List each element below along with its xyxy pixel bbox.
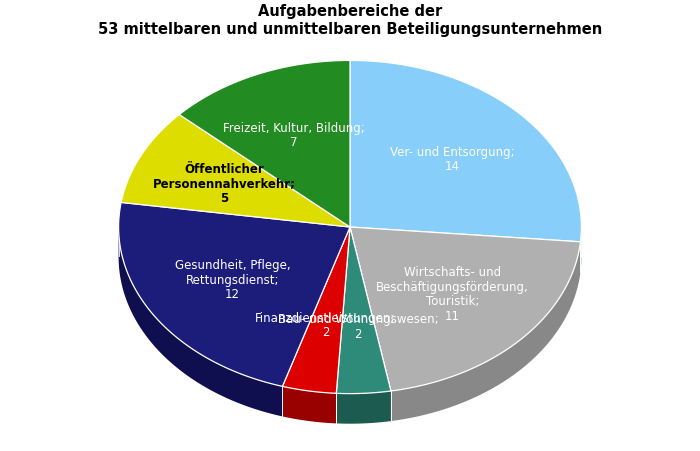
Polygon shape — [282, 227, 350, 393]
Polygon shape — [121, 115, 350, 227]
Polygon shape — [580, 226, 582, 272]
Text: Finanzdienstleistungen;
2: Finanzdienstleistungen; 2 — [256, 312, 396, 339]
Polygon shape — [350, 60, 582, 242]
Polygon shape — [336, 227, 391, 394]
Polygon shape — [282, 387, 336, 423]
Polygon shape — [391, 242, 580, 421]
Polygon shape — [118, 226, 282, 416]
Polygon shape — [118, 202, 350, 387]
Text: Öffentlicher
Personennahverkehr;
5: Öffentlicher Personennahverkehr; 5 — [153, 163, 296, 205]
Text: Freizeit, Kultur, Bildung;
7: Freizeit, Kultur, Bildung; 7 — [223, 122, 365, 149]
Polygon shape — [179, 60, 350, 227]
Text: Ver- und Entsorgung;
14: Ver- und Entsorgung; 14 — [390, 146, 514, 173]
Text: Gesundheit, Pflege,
Rettungsdienst;
12: Gesundheit, Pflege, Rettungsdienst; 12 — [175, 259, 290, 301]
Text: Bau- und Wohnungswesen;
2: Bau- und Wohnungswesen; 2 — [278, 313, 438, 341]
Title: Aufgabenbereiche der
53 mittelbaren und unmittelbaren Beteiligungsunternehmen: Aufgabenbereiche der 53 mittelbaren und … — [98, 4, 602, 37]
Text: Wirtschafts- und
Beschäftigungsförderung,
Touristik;
11: Wirtschafts- und Beschäftigungsförderung… — [376, 266, 528, 323]
Polygon shape — [350, 227, 580, 391]
Polygon shape — [336, 391, 391, 423]
